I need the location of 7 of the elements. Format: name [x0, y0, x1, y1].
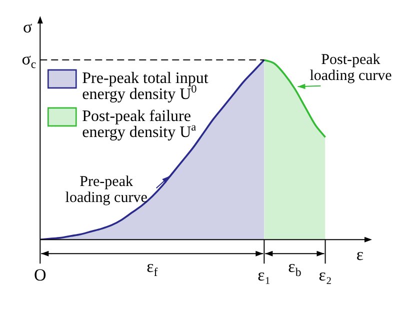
annotation: Post-peak loading curve: [310, 52, 392, 84]
x-tick-label: ε₁: [258, 265, 271, 284]
y-axis-title: σ: [22, 17, 32, 36]
annotation: Pre-peak loading curve: [65, 174, 148, 206]
x-tick-label: O: [34, 265, 46, 284]
x-axis-title: ε: [356, 245, 364, 264]
x-tick-label: ε₂: [318, 265, 332, 284]
